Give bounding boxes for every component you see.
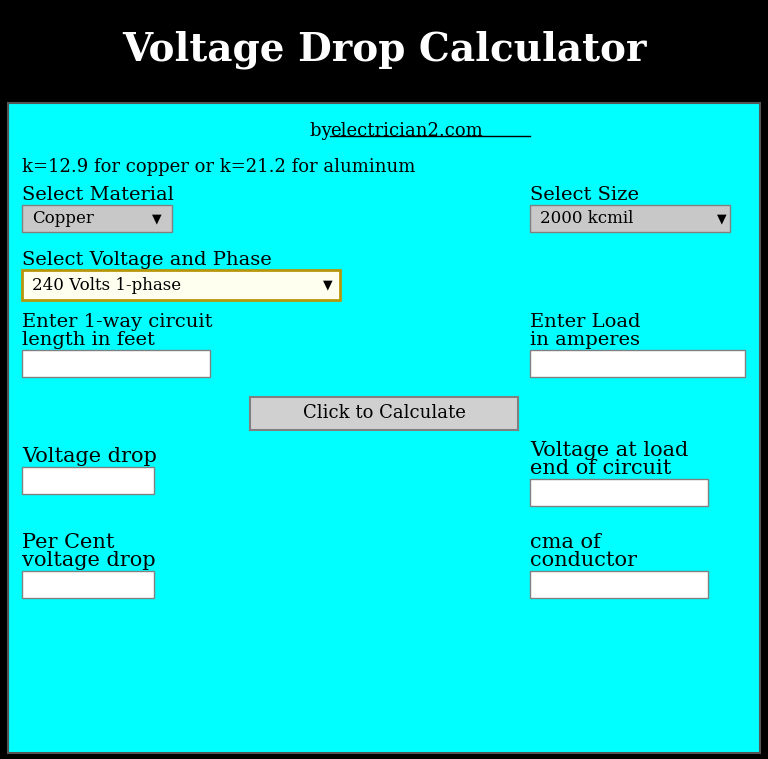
Text: Select Material: Select Material bbox=[22, 186, 174, 204]
Text: Voltage Drop Calculator: Voltage Drop Calculator bbox=[122, 31, 646, 69]
Text: Click to Calculate: Click to Calculate bbox=[303, 405, 465, 423]
Text: Enter 1-way circuit: Enter 1-way circuit bbox=[22, 313, 213, 331]
Text: ▼: ▼ bbox=[152, 212, 162, 225]
Text: conductor: conductor bbox=[530, 550, 637, 569]
FancyBboxPatch shape bbox=[250, 397, 518, 430]
Text: Voltage drop: Voltage drop bbox=[22, 448, 157, 467]
Text: voltage drop: voltage drop bbox=[22, 550, 156, 569]
Text: cma of: cma of bbox=[530, 533, 601, 552]
Text: 2000 kcmil: 2000 kcmil bbox=[540, 210, 634, 227]
Text: Select Size: Select Size bbox=[530, 186, 639, 204]
FancyBboxPatch shape bbox=[22, 467, 154, 494]
Text: ▼: ▼ bbox=[717, 212, 727, 225]
Text: Per Cent: Per Cent bbox=[22, 533, 114, 552]
Text: Enter Load: Enter Load bbox=[530, 313, 641, 331]
FancyBboxPatch shape bbox=[530, 479, 708, 506]
FancyBboxPatch shape bbox=[22, 571, 154, 598]
Text: length in feet: length in feet bbox=[22, 331, 155, 349]
FancyBboxPatch shape bbox=[0, 0, 768, 100]
Text: end of circuit: end of circuit bbox=[530, 458, 671, 477]
FancyBboxPatch shape bbox=[530, 350, 745, 377]
FancyBboxPatch shape bbox=[22, 270, 340, 300]
Text: Select Voltage and Phase: Select Voltage and Phase bbox=[22, 251, 272, 269]
Text: Voltage at load: Voltage at load bbox=[530, 440, 688, 459]
FancyBboxPatch shape bbox=[530, 205, 730, 232]
Text: by: by bbox=[310, 122, 337, 140]
FancyBboxPatch shape bbox=[22, 350, 210, 377]
Text: electrician2.com: electrician2.com bbox=[330, 122, 483, 140]
Text: k=12.9 for copper or k=21.2 for aluminum: k=12.9 for copper or k=21.2 for aluminum bbox=[22, 158, 415, 176]
Text: 240 Volts 1-phase: 240 Volts 1-phase bbox=[32, 276, 181, 294]
FancyBboxPatch shape bbox=[530, 571, 708, 598]
Text: Copper: Copper bbox=[32, 210, 94, 227]
FancyBboxPatch shape bbox=[22, 205, 172, 232]
Text: in amperes: in amperes bbox=[530, 331, 640, 349]
Text: ▼: ▼ bbox=[323, 279, 333, 291]
FancyBboxPatch shape bbox=[8, 103, 760, 753]
